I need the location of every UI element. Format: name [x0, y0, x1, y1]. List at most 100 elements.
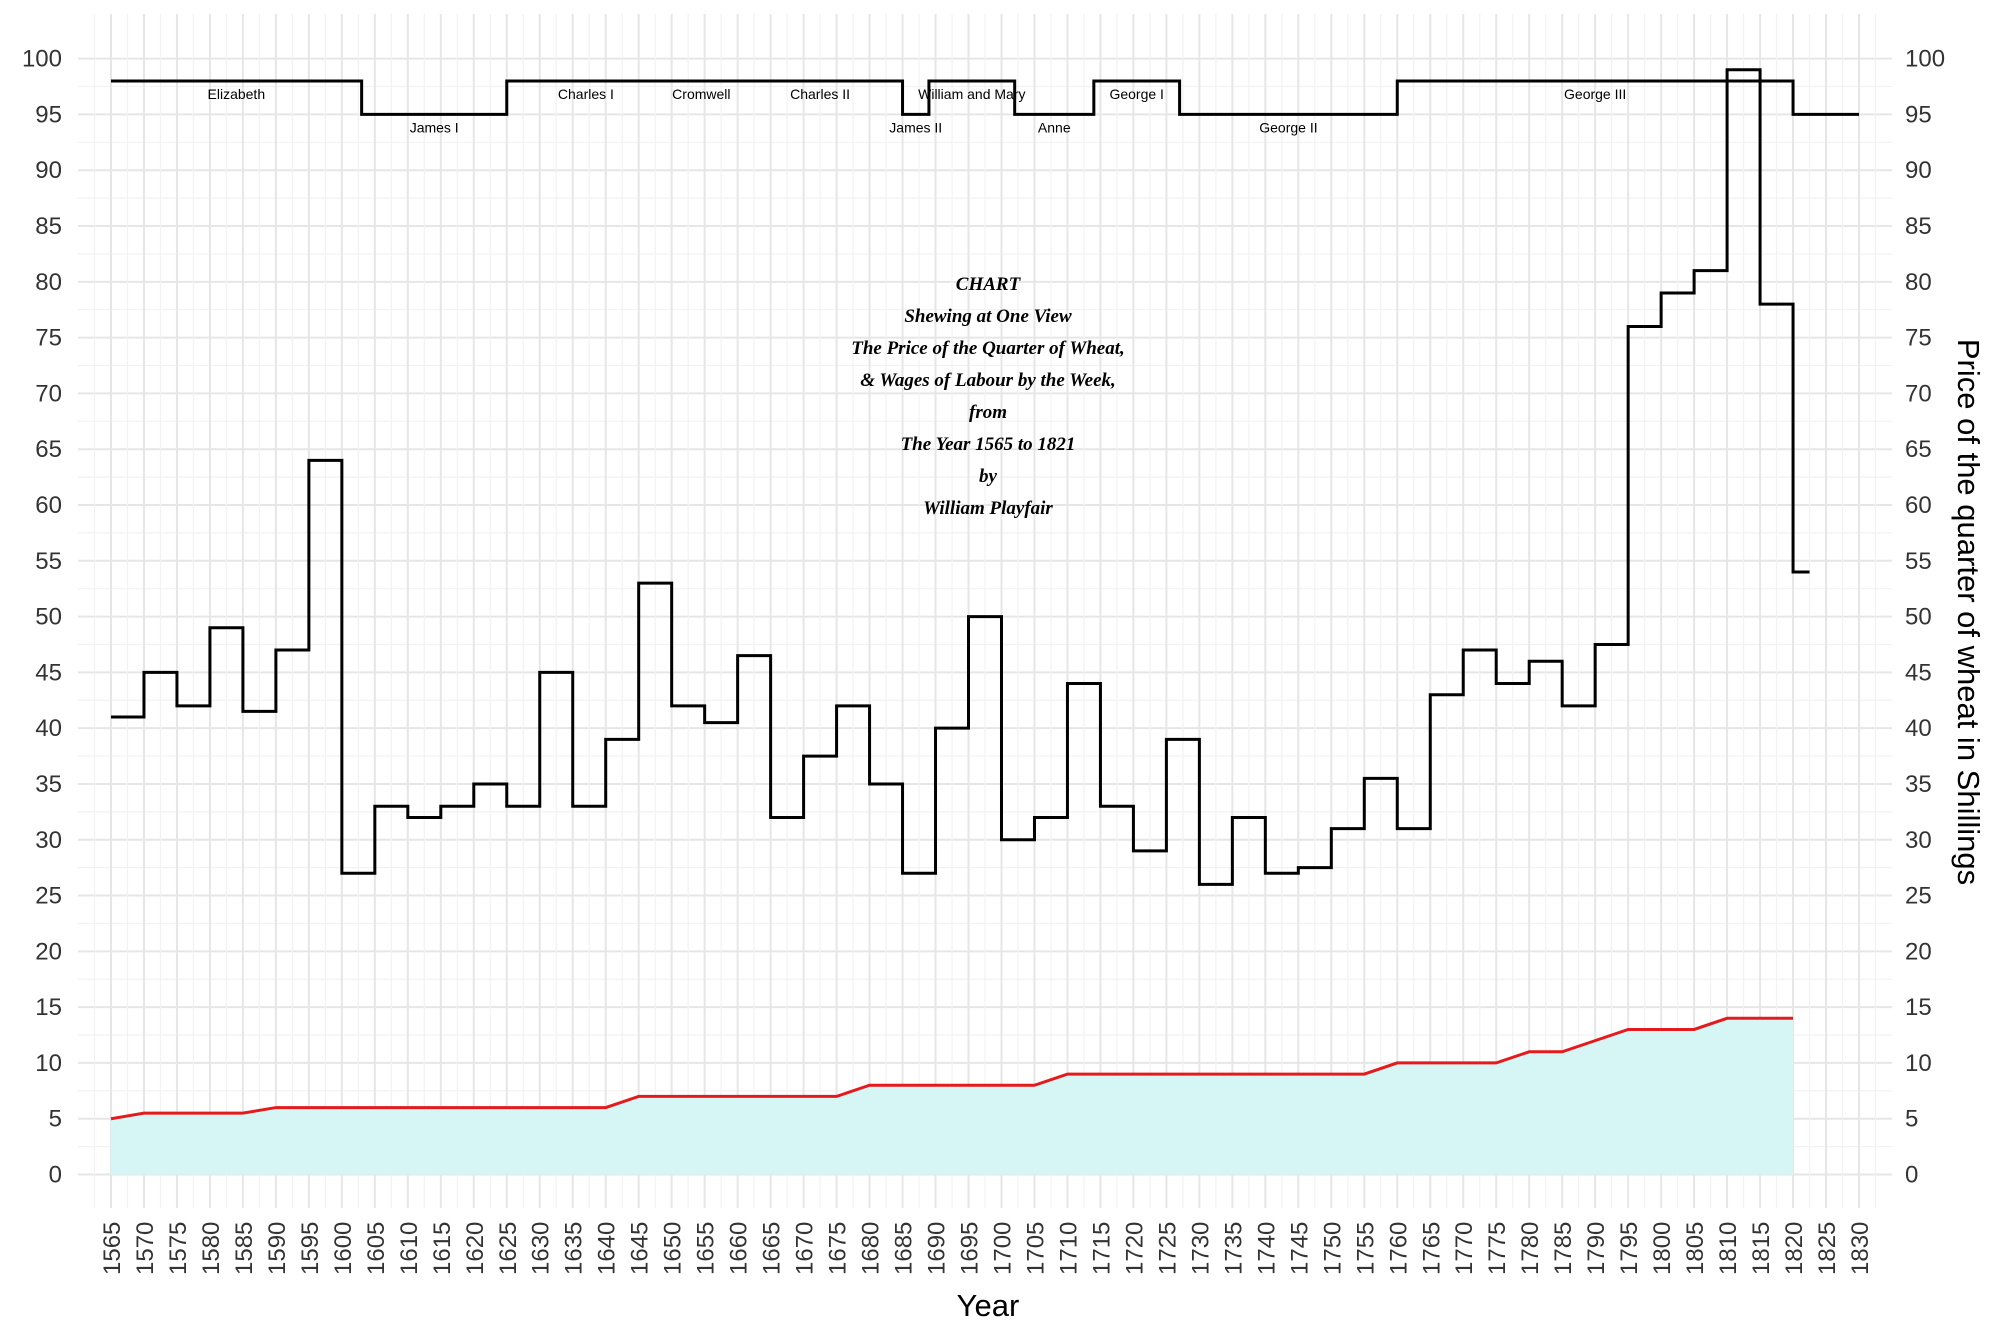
monarch-label: William and Mary	[918, 86, 1025, 102]
x-tick-label: 1715	[1088, 1222, 1115, 1275]
x-tick-label: 1800	[1649, 1222, 1676, 1275]
x-axis-title: Year	[957, 1288, 1020, 1323]
x-tick-label: 1810	[1715, 1222, 1742, 1275]
title-line: William Playfair	[923, 498, 1053, 519]
y-tick-label-left: 90	[35, 157, 62, 184]
monarch-label: Cromwell	[672, 86, 730, 102]
y-tick-label-right: 75	[1905, 325, 1932, 352]
x-tick-label: 1615	[429, 1222, 456, 1275]
y-tick-label-right: 45	[1905, 659, 1932, 686]
x-tick-label: 1580	[198, 1222, 225, 1275]
monarch-label: Charles II	[790, 86, 850, 102]
x-tick-label: 1730	[1187, 1222, 1214, 1275]
x-tick-label: 1680	[858, 1222, 885, 1275]
y-tick-label-right: 95	[1905, 101, 1932, 128]
x-tick-label: 1830	[1847, 1222, 1874, 1275]
y-tick-label-left: 40	[35, 715, 62, 742]
y-tick-label-right: 5	[1905, 1106, 1918, 1133]
x-tick-label: 1665	[759, 1222, 786, 1275]
grid	[78, 14, 1892, 1208]
y-tick-label-left: 35	[35, 771, 62, 798]
x-tick-label: 1570	[132, 1222, 159, 1275]
x-tick-label: 1755	[1352, 1222, 1379, 1275]
y-tick-label-left: 50	[35, 604, 62, 631]
y-tick-label-right: 20	[1905, 938, 1932, 965]
x-tick-label: 1640	[594, 1222, 621, 1275]
monarch-label: Charles I	[558, 86, 614, 102]
x-tick-label: 1595	[297, 1222, 324, 1275]
monarch-label: George III	[1564, 86, 1626, 102]
x-tick-label: 1815	[1748, 1222, 1775, 1275]
y-tick-label-right: 0	[1905, 1162, 1918, 1189]
y-tick-label-right: 80	[1905, 269, 1932, 296]
y-tick-label-left: 95	[35, 101, 62, 128]
title-line: Shewing at One View	[904, 306, 1072, 327]
title-line: from	[969, 402, 1007, 423]
y-tick-label-left: 20	[35, 938, 62, 965]
y-tick-label-right: 70	[1905, 380, 1932, 407]
series	[111, 70, 1810, 1119]
x-tick-label: 1760	[1385, 1222, 1412, 1275]
x-tick-label: 1685	[891, 1222, 918, 1275]
x-tick-label: 1805	[1682, 1222, 1709, 1275]
x-tick-label: 1720	[1121, 1222, 1148, 1275]
y-tick-label-right: 30	[1905, 827, 1932, 854]
y-tick-label-left: 10	[35, 1050, 62, 1077]
x-tick-label: 1630	[528, 1222, 555, 1275]
x-tick-label: 1825	[1814, 1222, 1841, 1275]
x-tick-label: 1635	[561, 1222, 588, 1275]
x-tick-label: 1670	[792, 1222, 819, 1275]
x-tick-label: 1780	[1517, 1222, 1544, 1275]
x-tick-label: 1575	[165, 1222, 192, 1275]
title-line: by	[979, 466, 998, 487]
y-tick-label-right: 85	[1905, 213, 1932, 240]
x-tick-label: 1625	[495, 1222, 522, 1275]
y-tick-label-left: 65	[35, 436, 62, 463]
y-tick-label-left: 55	[35, 548, 62, 575]
y-tick-label-right: 35	[1905, 771, 1932, 798]
x-tick-label: 1700	[989, 1222, 1016, 1275]
y-tick-label-right: 15	[1905, 994, 1932, 1021]
monarch-label: James II	[889, 119, 942, 135]
x-tick-label: 1765	[1418, 1222, 1445, 1275]
y-tick-label-right: 10	[1905, 1050, 1932, 1077]
y-tick-label-right: 65	[1905, 436, 1932, 463]
y-tick-label-left: 80	[35, 269, 62, 296]
x-tick-label: 1750	[1319, 1222, 1346, 1275]
y-axis-left: 0510152025303540455055606570758085909510…	[22, 46, 62, 1189]
y-tick-label-right: 55	[1905, 548, 1932, 575]
monarch-label: George I	[1109, 86, 1163, 102]
x-tick-label: 1740	[1253, 1222, 1280, 1275]
x-tick-label: 1705	[1022, 1222, 1049, 1275]
x-tick-label: 1710	[1055, 1222, 1082, 1275]
x-tick-label: 1695	[957, 1222, 984, 1275]
title-line: The Price of the Quarter of Wheat,	[851, 338, 1125, 359]
y-tick-label-left: 30	[35, 827, 62, 854]
x-tick-label: 1820	[1781, 1222, 1808, 1275]
title-line: & Wages of Labour by the Week,	[860, 370, 1116, 391]
x-tick-label: 1770	[1451, 1222, 1478, 1275]
x-tick-label: 1775	[1484, 1222, 1511, 1275]
x-tick-label: 1655	[693, 1222, 720, 1275]
x-tick-label: 1790	[1583, 1222, 1610, 1275]
x-tick-label: 1565	[99, 1222, 126, 1275]
y-tick-label-right: 50	[1905, 604, 1932, 631]
y-tick-label-left: 70	[35, 380, 62, 407]
y-tick-label-left: 45	[35, 659, 62, 686]
title-line: The Year 1565 to 1821	[901, 434, 1076, 455]
x-tick-label: 1600	[330, 1222, 357, 1275]
y-axis-title-right: Price of the quarter of wheat in Shillin…	[1951, 339, 1986, 885]
y-tick-label-left: 25	[35, 883, 62, 910]
x-tick-label: 1605	[363, 1222, 390, 1275]
monarch-label: James I	[410, 119, 459, 135]
monarch-label: George II	[1259, 119, 1317, 135]
x-tick-label: 1585	[231, 1222, 258, 1275]
y-tick-label-right: 100	[1905, 46, 1945, 73]
x-tick-label: 1610	[396, 1222, 423, 1275]
monarch-label: Elizabeth	[208, 86, 266, 102]
x-tick-label: 1650	[660, 1222, 687, 1275]
x-tick-label: 1620	[462, 1222, 489, 1275]
